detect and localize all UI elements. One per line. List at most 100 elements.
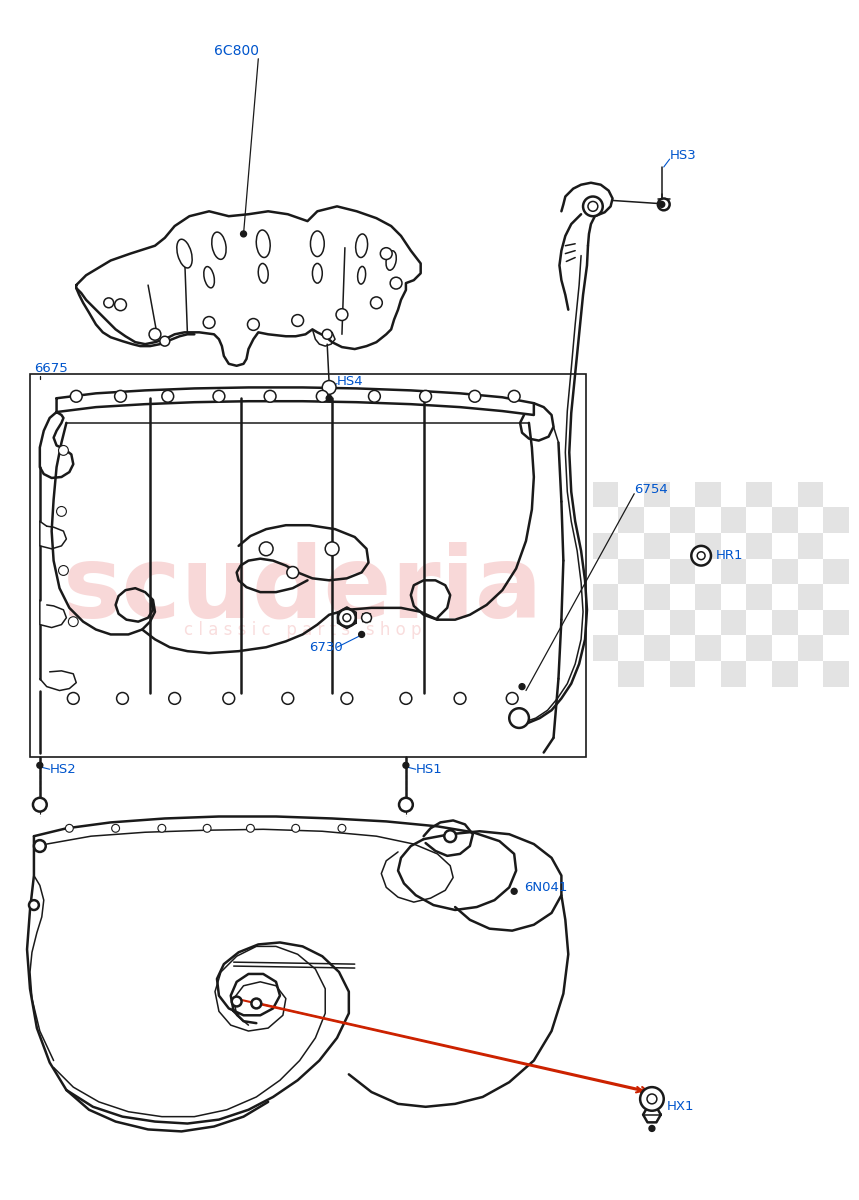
- Circle shape: [343, 613, 350, 622]
- Text: HS1: HS1: [416, 763, 442, 775]
- Circle shape: [659, 202, 665, 208]
- Circle shape: [640, 1087, 664, 1111]
- Text: HS3: HS3: [670, 149, 697, 162]
- Circle shape: [359, 631, 364, 637]
- Circle shape: [326, 542, 339, 556]
- Ellipse shape: [313, 264, 322, 283]
- Ellipse shape: [204, 266, 215, 288]
- Circle shape: [292, 824, 300, 833]
- Circle shape: [338, 824, 346, 833]
- Circle shape: [511, 888, 517, 894]
- Circle shape: [658, 198, 670, 210]
- Circle shape: [104, 298, 113, 307]
- Bar: [695, 533, 721, 559]
- Bar: [721, 508, 746, 533]
- Text: HX1: HX1: [667, 1100, 694, 1114]
- Circle shape: [259, 542, 273, 556]
- Bar: [593, 482, 618, 508]
- Bar: [618, 508, 644, 533]
- Circle shape: [265, 390, 276, 402]
- Bar: [823, 559, 849, 584]
- Ellipse shape: [177, 239, 192, 268]
- Bar: [746, 533, 772, 559]
- Bar: [670, 661, 695, 686]
- Bar: [593, 584, 618, 610]
- Circle shape: [69, 617, 78, 626]
- Circle shape: [29, 900, 39, 910]
- Ellipse shape: [357, 266, 366, 284]
- Circle shape: [37, 762, 43, 768]
- Bar: [772, 508, 798, 533]
- Bar: [30, 373, 586, 757]
- Bar: [618, 610, 644, 636]
- Bar: [798, 584, 823, 610]
- Circle shape: [519, 684, 525, 690]
- Bar: [695, 482, 721, 508]
- Circle shape: [403, 762, 409, 768]
- Bar: [695, 636, 721, 661]
- Circle shape: [70, 390, 82, 402]
- Bar: [772, 610, 798, 636]
- Circle shape: [241, 230, 247, 236]
- Bar: [618, 559, 644, 584]
- Circle shape: [420, 390, 431, 402]
- Circle shape: [65, 824, 73, 833]
- Bar: [798, 636, 823, 661]
- Circle shape: [158, 824, 166, 833]
- Bar: [670, 508, 695, 533]
- Bar: [798, 533, 823, 559]
- Bar: [772, 661, 798, 686]
- Text: 6C800: 6C800: [214, 44, 259, 58]
- Circle shape: [647, 1094, 657, 1104]
- Circle shape: [34, 840, 46, 852]
- Circle shape: [160, 336, 170, 346]
- Bar: [798, 482, 823, 508]
- Circle shape: [506, 692, 518, 704]
- Text: scuderia: scuderia: [63, 541, 543, 638]
- Bar: [593, 636, 618, 661]
- Circle shape: [509, 390, 520, 402]
- Circle shape: [282, 692, 294, 704]
- Bar: [695, 584, 721, 610]
- Ellipse shape: [310, 230, 324, 257]
- Circle shape: [112, 824, 119, 833]
- Text: 6N041: 6N041: [524, 881, 568, 894]
- Circle shape: [247, 824, 254, 833]
- Bar: [721, 610, 746, 636]
- Circle shape: [117, 692, 128, 704]
- Circle shape: [400, 692, 411, 704]
- Ellipse shape: [386, 251, 396, 270]
- Circle shape: [322, 380, 336, 395]
- Circle shape: [336, 308, 348, 320]
- Bar: [644, 636, 670, 661]
- Circle shape: [338, 608, 356, 626]
- Circle shape: [322, 329, 332, 340]
- Circle shape: [232, 996, 241, 1007]
- Text: HS4: HS4: [337, 376, 363, 388]
- Circle shape: [381, 247, 393, 259]
- Ellipse shape: [259, 264, 268, 283]
- Bar: [721, 559, 746, 584]
- Circle shape: [222, 692, 235, 704]
- Circle shape: [390, 277, 402, 289]
- Circle shape: [247, 318, 259, 330]
- Bar: [746, 482, 772, 508]
- Bar: [823, 508, 849, 533]
- Circle shape: [509, 708, 529, 728]
- Circle shape: [292, 314, 303, 326]
- Text: 6754: 6754: [634, 484, 668, 497]
- Circle shape: [369, 390, 381, 402]
- Bar: [746, 584, 772, 610]
- Circle shape: [469, 390, 481, 402]
- Bar: [618, 661, 644, 686]
- Circle shape: [370, 296, 382, 308]
- Circle shape: [213, 390, 225, 402]
- Bar: [644, 482, 670, 508]
- Bar: [823, 610, 849, 636]
- Text: HR1: HR1: [716, 550, 743, 563]
- Bar: [670, 610, 695, 636]
- Bar: [670, 559, 695, 584]
- Text: HS2: HS2: [50, 763, 76, 775]
- Circle shape: [114, 390, 126, 402]
- Circle shape: [287, 566, 299, 578]
